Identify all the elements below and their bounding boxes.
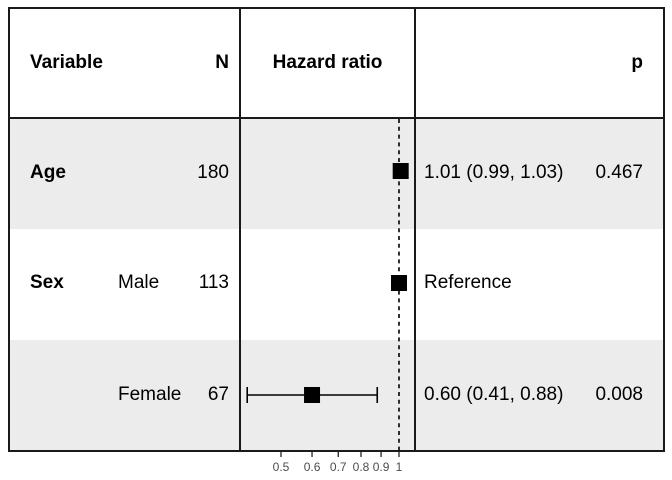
row-n: 113 <box>198 272 229 293</box>
header-separator <box>8 117 665 119</box>
row-variable: Sex <box>30 272 64 293</box>
row-p-value: 0.467 <box>595 162 643 183</box>
row-level: Male <box>118 272 160 293</box>
header-hazard-ratio: Hazard ratio <box>272 52 383 73</box>
row-estimate: 0.60 (0.41, 0.88) <box>424 384 564 405</box>
row-n: 67 <box>207 384 229 405</box>
axis-tick-label: 0.7 <box>330 460 347 474</box>
header-variable: Variable <box>30 52 103 73</box>
row-variable: Age <box>30 162 66 183</box>
forest-plot-canvas: 0.5 0.6 0.7 0.8 0.9 1 <box>246 119 409 474</box>
axis-tick-label: 1 <box>396 460 403 474</box>
axis-tick-label: 0.6 <box>304 460 321 474</box>
column-separator <box>239 7 241 452</box>
hr-point-marker <box>304 387 321 403</box>
axis-tick-label: 0.8 <box>353 460 370 474</box>
hr-point-marker <box>392 163 409 179</box>
row-stripe <box>10 340 663 452</box>
row-estimate: Reference <box>424 272 512 293</box>
row-n: 180 <box>197 162 229 183</box>
column-separator <box>414 7 416 452</box>
header-n: N <box>215 52 229 73</box>
row-p-value: 0.008 <box>595 384 643 405</box>
row-level: Female <box>118 384 182 405</box>
table-border <box>8 7 665 452</box>
header-p: p <box>631 52 643 73</box>
row-estimate: 1.01 (0.99, 1.03) <box>424 162 564 183</box>
row-stripe <box>10 119 663 229</box>
axis-tick-label: 0.9 <box>373 460 390 474</box>
hr-point-marker <box>391 275 407 291</box>
axis-tick-label: 0.5 <box>273 460 290 474</box>
